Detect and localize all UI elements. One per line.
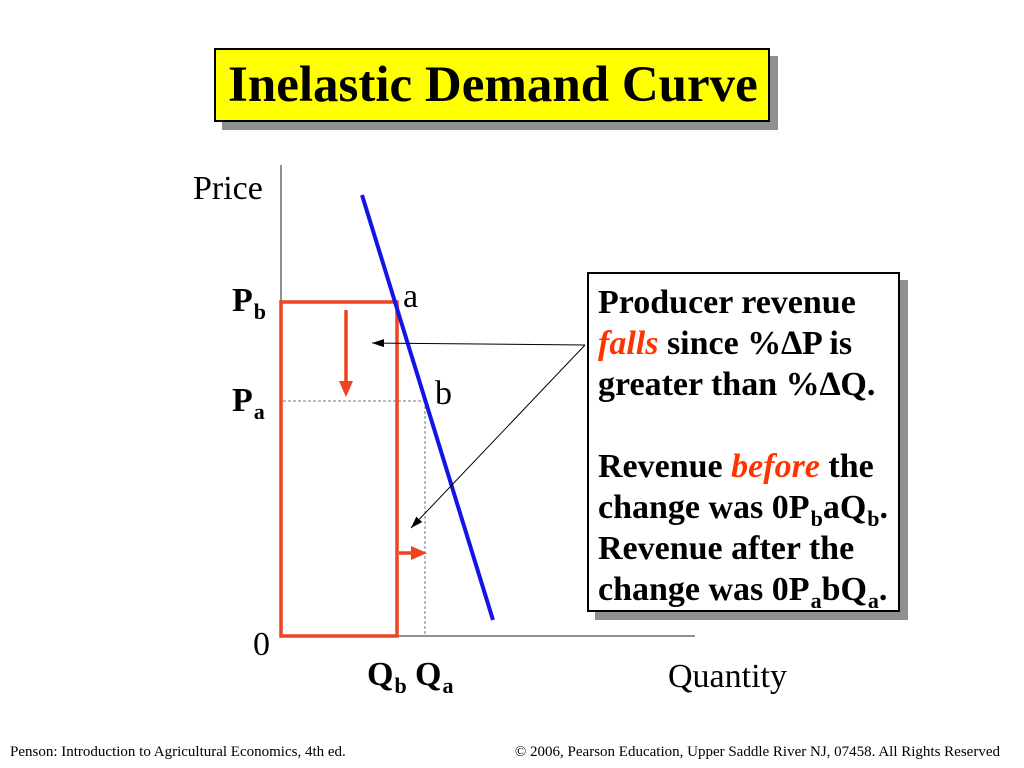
x-axis-label: Quantity — [668, 658, 787, 695]
quantity-after-subscript: a — [442, 673, 454, 698]
before-emphasis: before — [731, 448, 820, 485]
explanation-line: greater than %∆Q. — [598, 364, 898, 405]
explanation-line5-start: Revenue — [598, 448, 723, 485]
title-box: Inelastic Demand Curve — [214, 48, 770, 122]
price-before-subscript: b — [253, 299, 267, 324]
falls-emphasis: falls — [598, 325, 659, 362]
explanation-line1: Producer revenue — [598, 284, 856, 321]
callout-arrow-lost-revenue — [371, 339, 586, 348]
explanation-line: Producer revenue — [598, 282, 898, 323]
price-before-label: Pb — [232, 282, 267, 325]
quantity-before-symbol: Q — [367, 656, 394, 693]
before-formula-suffix: . — [879, 489, 889, 526]
slide-title: Inelastic Demand Curve — [228, 57, 758, 113]
after-formula-sub1: a — [810, 588, 822, 613]
revenue-after-formula: change was 0PabQa. — [598, 569, 898, 613]
quantity-before-label: Qb — [367, 656, 407, 699]
revenue-before-formula: change was 0PbaQb. — [598, 487, 898, 531]
demand-curve — [360, 194, 495, 621]
explanation-line5-end: the — [828, 448, 874, 485]
after-formula-mid: bQ — [821, 571, 867, 608]
price-after-label: Pa — [232, 382, 265, 425]
price-before-symbol: P — [232, 282, 253, 319]
before-formula-sub2: b — [867, 506, 880, 531]
y-axis-label: Price — [193, 170, 263, 207]
after-formula-prefix: change was 0P — [598, 571, 810, 608]
revenue-explanation-box: Producer revenue falls since %∆P is grea… — [587, 272, 900, 613]
explanation-line3: greater than %∆Q. — [598, 366, 876, 403]
before-formula-sub1: b — [810, 506, 823, 531]
before-formula-mid: aQ — [822, 489, 867, 526]
callout-arrow-gained-revenue — [410, 344, 586, 529]
explanation-line: Revenue before the — [598, 446, 898, 487]
origin-label: 0 — [253, 626, 270, 663]
point-b-label: b — [435, 375, 452, 412]
explanation-line: Revenue after the — [598, 528, 898, 569]
point-a-label: a — [403, 278, 419, 315]
footer-copyright: © 2006, Pearson Education, Upper Saddle … — [514, 744, 1000, 760]
quantity-after-label: Qa — [415, 656, 454, 699]
quantity-after-symbol: Q — [415, 656, 442, 693]
price-after-subscript: a — [253, 399, 265, 424]
explanation-line7: Revenue after the — [598, 530, 855, 567]
before-formula-prefix: change was 0P — [598, 489, 810, 526]
explanation-blank-line — [598, 405, 898, 446]
explanation-line2-rest: since %∆P is — [666, 325, 853, 362]
footer-book-citation: Penson: Introduction to Agricultural Eco… — [10, 744, 346, 760]
quantity-before-subscript: b — [394, 673, 407, 698]
revenue-before-rectangle — [279, 300, 399, 638]
after-formula-sub2: a — [867, 588, 879, 613]
explanation-line: falls since %∆P is — [598, 323, 898, 364]
after-formula-suffix: . — [878, 571, 888, 608]
price-after-symbol: P — [232, 382, 253, 419]
